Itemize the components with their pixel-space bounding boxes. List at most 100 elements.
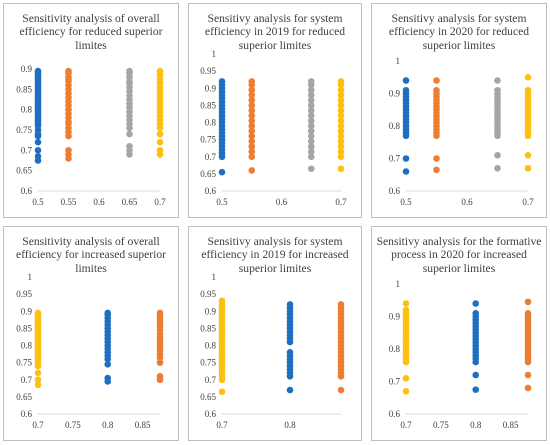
x-tick-label: 0.5 [400, 197, 412, 207]
data-point [337, 78, 345, 85]
data-point [248, 117, 256, 125]
data-point [433, 77, 440, 84]
chart-panel-6: Sensitivy analysis for the formative pro… [371, 226, 547, 441]
y-tick-label: 0.65 [16, 166, 32, 176]
chart-title: Sensitivy analysis for system efficiency… [201, 235, 349, 275]
data-point [156, 138, 164, 146]
data-point [337, 127, 345, 135]
data-point [218, 297, 226, 305]
y-tick-label: 0.85 [200, 323, 216, 333]
data-point [307, 91, 315, 99]
data-point [433, 86, 440, 94]
data-point [337, 148, 345, 155]
data-point [307, 107, 315, 114]
y-tick-label: 1 [396, 56, 401, 66]
x-tick-label: 0.5 [216, 197, 228, 207]
data-point [337, 386, 345, 394]
y-tick-label: 1 [212, 272, 217, 282]
y-tick-label: 0.9 [205, 83, 217, 93]
data-point [337, 91, 345, 99]
data-point [248, 112, 256, 119]
x-tick-label: 0.75 [65, 420, 81, 430]
y-tick-label: 0.75 [200, 358, 216, 368]
data-point [524, 164, 532, 172]
data-point [248, 91, 256, 99]
data-point [307, 143, 315, 150]
data-point [337, 96, 345, 104]
y-tick-label: 0.75 [16, 125, 32, 135]
y-tick-label: 1 [28, 272, 33, 282]
data-point [307, 96, 315, 104]
y-tick-label: 0.8 [205, 118, 217, 128]
data-point [156, 67, 164, 75]
y-tick-label: 0.6 [389, 186, 401, 196]
x-tick-label: 0.85 [135, 420, 151, 430]
chart-panel-1: Sensitivity analysis of overall efficien… [3, 3, 179, 218]
y-tick-label: 1 [212, 49, 217, 59]
data-point [494, 86, 501, 94]
data-point [248, 78, 256, 85]
data-point [248, 96, 256, 104]
data-point [218, 388, 226, 396]
data-point [307, 138, 315, 145]
x-tick-label: 0.7 [216, 420, 228, 430]
scatter-plot: 0.6 0.65 0.7 0.75 0.8 0.85 0.9 0.95 1 0.7 0.8 [200, 272, 345, 430]
data-point [248, 86, 256, 94]
data-point [156, 147, 164, 154]
chart-title: Sensitivity analysis of overall efficien… [19, 12, 163, 52]
data-point [402, 374, 410, 382]
data-point [218, 168, 226, 176]
x-tick-label: 0.85 [503, 420, 519, 430]
y-tick-label: 0.7 [21, 375, 33, 385]
chart-panel-3: Sensitivy analysis for system efficiency… [371, 3, 547, 218]
x-tick-label: 0.75 [433, 420, 449, 430]
data-point [337, 301, 345, 308]
data-point [156, 359, 164, 366]
data-point [494, 164, 501, 172]
y-tick-label: 0.8 [205, 341, 217, 351]
data-point [524, 73, 532, 81]
data-point [524, 371, 532, 379]
data-point [433, 166, 440, 174]
data-point [34, 153, 42, 160]
data-point [104, 374, 112, 382]
data-point [307, 153, 315, 161]
data-point [307, 165, 315, 173]
y-tick-label: 0.8 [21, 341, 33, 351]
y-tick-label: 0.95 [200, 289, 216, 299]
data-point [248, 138, 256, 145]
data-point [337, 153, 345, 161]
y-tick-label: 0.95 [16, 289, 32, 299]
y-tick-label: 0.95 [200, 66, 216, 76]
data-point [156, 130, 164, 138]
y-tick-label: 0.7 [21, 145, 33, 155]
data-point [524, 384, 532, 392]
data-point [307, 112, 315, 119]
data-point [248, 102, 256, 109]
x-tick-label: 0.7 [522, 197, 534, 207]
y-tick-label: 0.8 [21, 105, 33, 115]
data-point [494, 77, 501, 84]
y-tick-label: 0.7 [389, 154, 401, 164]
data-point [126, 130, 133, 138]
x-tick-label: 0.6 [461, 197, 473, 207]
data-point [307, 86, 315, 94]
data-point [34, 376, 42, 384]
data-point [337, 132, 345, 140]
data-point [337, 107, 345, 114]
data-point [34, 67, 42, 75]
y-tick-label: 0.7 [205, 152, 217, 162]
data-point [337, 102, 345, 109]
chart-title: Sensitivy analysis for system efficiency… [204, 12, 346, 52]
data-point [286, 349, 294, 356]
data-point [337, 165, 345, 173]
data-point [286, 301, 294, 308]
x-tick-label: 0.55 [61, 197, 77, 207]
data-point [472, 309, 480, 317]
chart-panel-4: Sensitivity analysis of overall efficien… [3, 226, 179, 441]
data-point [248, 122, 256, 130]
data-point [402, 86, 410, 94]
data-point [307, 132, 315, 140]
data-point [307, 148, 315, 155]
y-tick-label: 0.65 [200, 169, 216, 179]
